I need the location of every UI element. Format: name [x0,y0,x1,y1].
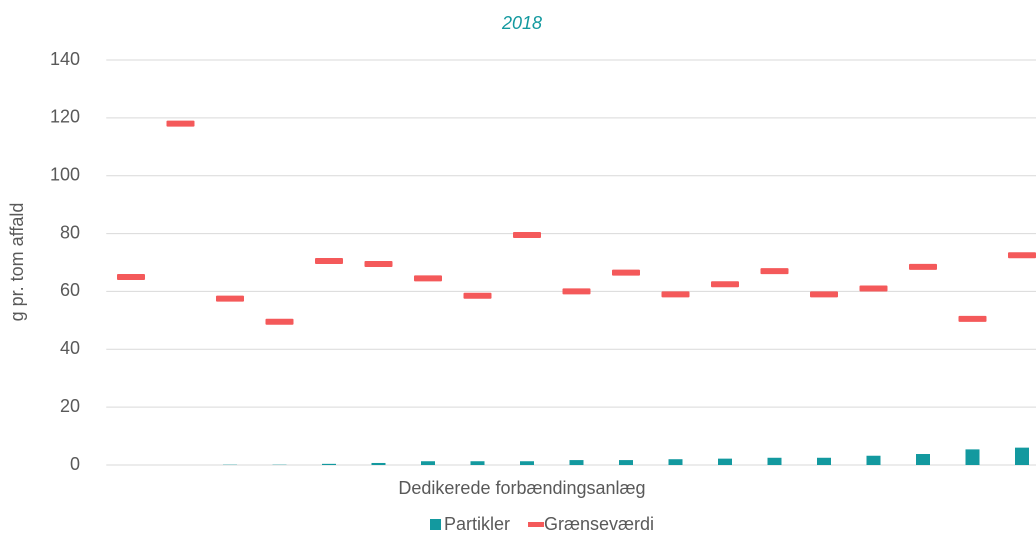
y-tick-label: 140 [50,49,80,69]
limit-marker [265,318,294,325]
bar [1015,447,1029,465]
chart-title: 2018 [501,13,542,33]
bar [866,455,881,465]
y-tick-label: 20 [60,396,80,416]
legend-label: Grænseværdi [544,514,654,534]
bar [520,461,534,465]
limit-marker [166,120,195,127]
limit-marker [958,315,987,322]
legend-swatch [528,522,545,527]
bar [965,449,980,465]
limit-marker [216,295,244,302]
bar [421,461,435,465]
limit-marker [661,291,690,298]
limit-marker [859,285,888,292]
limit-marker [612,269,640,276]
bar [817,457,831,465]
y-tick-label: 120 [50,107,80,127]
limit-marker [810,291,838,298]
limit-marker [364,260,393,267]
bar [470,461,485,465]
limit-marker [463,292,492,299]
bar [322,463,336,465]
limit-marker [414,275,442,282]
bar [668,459,683,465]
limit-marker [513,232,541,239]
bar [718,458,732,465]
bar [371,462,386,465]
y-tick-label: 100 [50,164,80,184]
y-tick-label: 60 [60,280,80,300]
x-axis-label: Dedikerede forbændingsanlæg [398,478,645,498]
limit-marker [562,288,591,295]
limit-marker [117,273,145,280]
y-tick-label: 0 [70,454,80,474]
bar [916,454,930,465]
bar [767,457,782,465]
limit-marker [1008,252,1036,259]
bar [619,460,633,465]
limit-marker [711,281,739,288]
legend-label: Partikler [444,514,510,534]
y-axis-label: g pr. tom affald [7,203,27,322]
y-tick-label: 40 [60,338,80,358]
limit-marker [315,258,343,265]
limit-marker [909,263,937,270]
y-tick-label: 80 [60,222,80,242]
bar [569,460,584,465]
limit-marker [760,268,789,275]
legend-swatch [430,519,441,530]
